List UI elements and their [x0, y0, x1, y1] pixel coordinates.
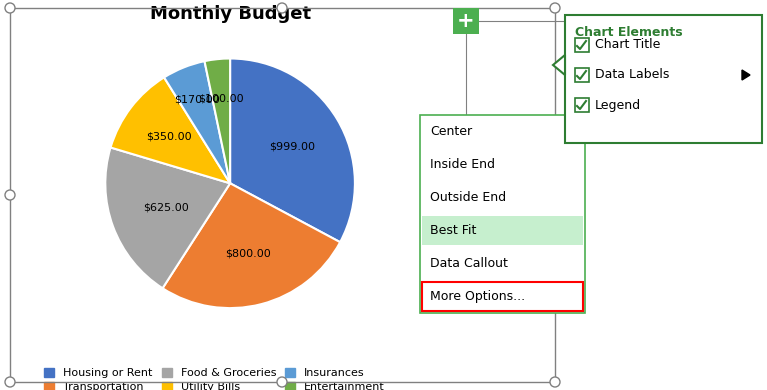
Circle shape — [277, 377, 287, 387]
Text: Center: Center — [430, 125, 472, 138]
Text: Inside End: Inside End — [430, 158, 495, 171]
Legend: Housing or Rent, Transportation, Food & Groceries, Utility Bills, Insurances, En: Housing or Rent, Transportation, Food & … — [40, 364, 389, 390]
Text: $999.00: $999.00 — [269, 141, 315, 151]
Text: Legend: Legend — [595, 99, 641, 112]
Wedge shape — [163, 183, 340, 308]
Text: Chart Elements: Chart Elements — [575, 27, 683, 39]
Bar — [453, 8, 479, 34]
Text: Outside End: Outside End — [430, 191, 506, 204]
Bar — [422, 282, 583, 311]
Bar — [422, 216, 583, 245]
Wedge shape — [110, 77, 230, 183]
Text: Data Labels: Data Labels — [595, 69, 670, 82]
Text: $100.00: $100.00 — [199, 94, 244, 104]
Bar — [10, 8, 555, 382]
Text: +: + — [457, 11, 475, 31]
Text: More Options...: More Options... — [430, 290, 525, 303]
Bar — [575, 98, 589, 112]
Bar — [575, 38, 589, 52]
Text: $800.00: $800.00 — [225, 248, 272, 258]
Text: Best Fit: Best Fit — [430, 224, 476, 237]
Text: $350.00: $350.00 — [146, 131, 192, 141]
Text: Chart Title: Chart Title — [595, 39, 660, 51]
Circle shape — [5, 190, 15, 200]
Circle shape — [550, 377, 560, 387]
Polygon shape — [553, 55, 565, 75]
Wedge shape — [205, 58, 230, 183]
Bar — [420, 115, 585, 313]
Circle shape — [5, 3, 15, 13]
Wedge shape — [105, 147, 230, 288]
Wedge shape — [230, 58, 355, 242]
Text: Data Callout: Data Callout — [430, 257, 508, 270]
Bar — [565, 15, 762, 143]
Circle shape — [5, 377, 15, 387]
Text: $170.00: $170.00 — [174, 95, 219, 105]
Polygon shape — [742, 70, 750, 80]
Wedge shape — [164, 61, 230, 183]
Circle shape — [277, 3, 287, 13]
Circle shape — [550, 3, 560, 13]
Bar — [575, 68, 589, 82]
Text: $625.00: $625.00 — [143, 202, 189, 212]
Title: Monthly Budget: Monthly Budget — [150, 5, 311, 23]
Circle shape — [550, 190, 560, 200]
